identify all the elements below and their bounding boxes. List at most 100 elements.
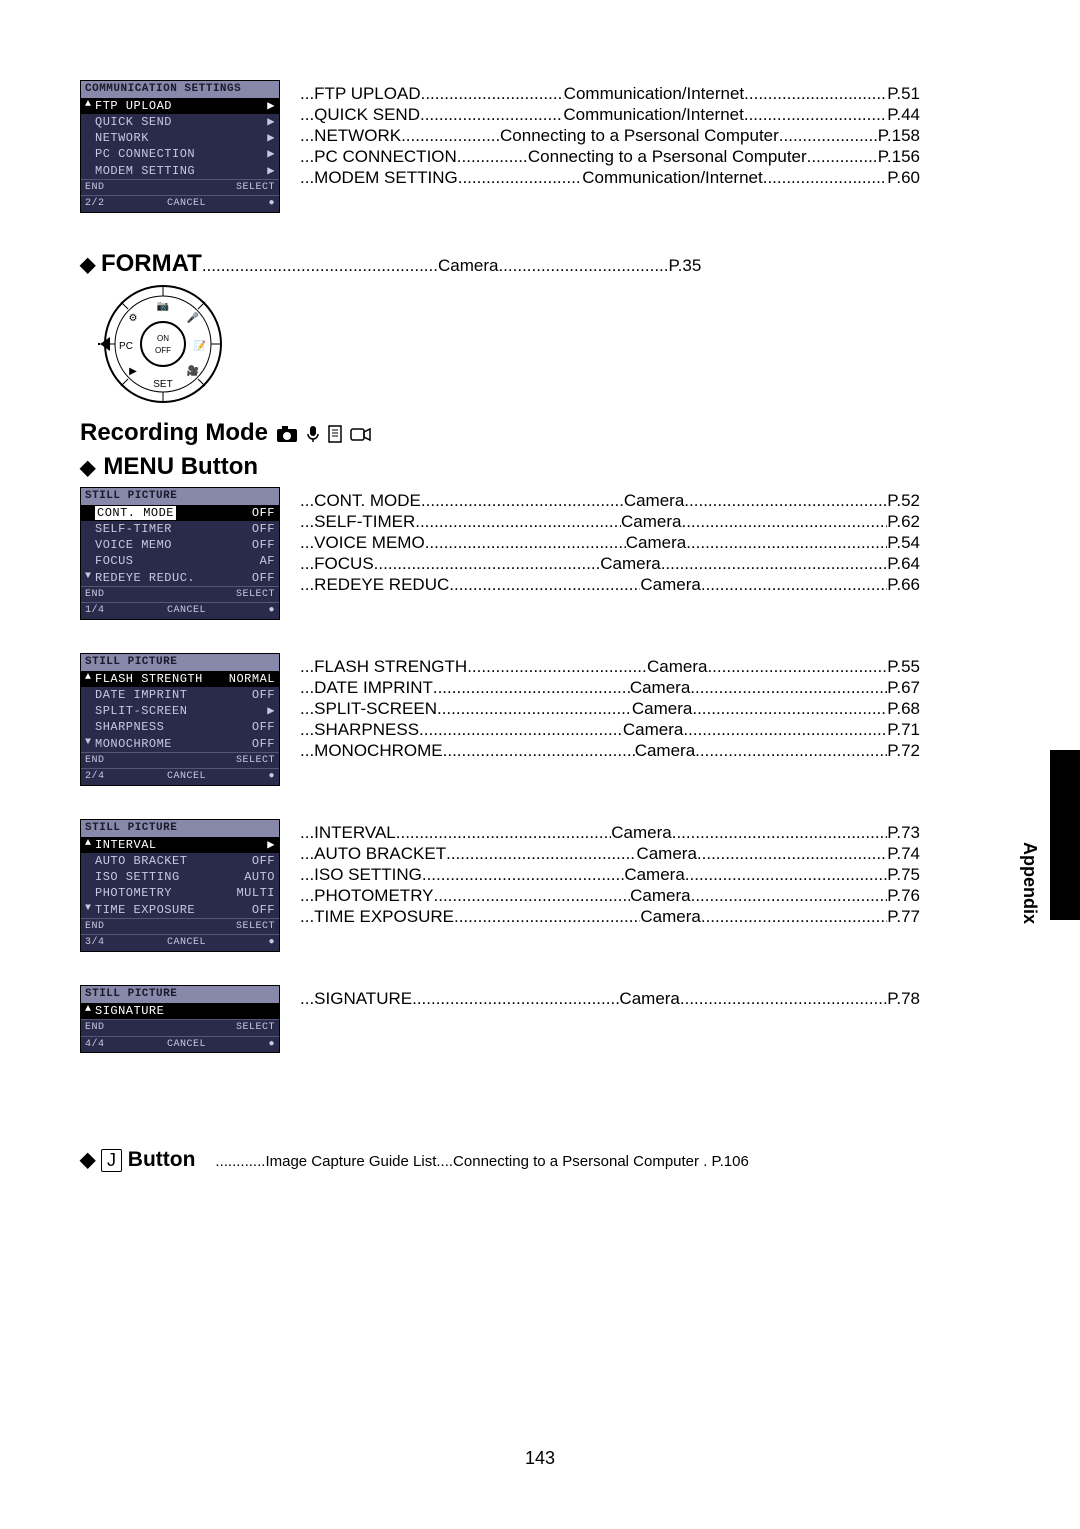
menu-button-label: MENU Button (103, 453, 258, 481)
lcd-still-picture-3: STILL PICTURE ▲INTERVAL▶AUTO BRACKETOFFI… (80, 819, 280, 952)
svg-text:PC: PC (119, 341, 133, 352)
svg-text:OFF: OFF (155, 346, 171, 355)
lcd-select: SELECT (236, 754, 275, 768)
lcd-title: STILL PICTURE (81, 654, 279, 671)
lcd-row: MODEM SETTING▶ (81, 163, 279, 179)
lcd-rows: ▲FTP UPLOAD▶QUICK SEND▶NETWORK▶PC CONNEC… (81, 98, 279, 179)
lcd-row: SELF-TIMEROFF (81, 521, 279, 537)
lcd-communication-settings: COMMUNICATION SETTINGS ▲FTP UPLOAD▶QUICK… (80, 80, 280, 213)
ref-row: ... SELF-TIMER .........................… (300, 512, 920, 533)
lcd-row: ISO SETTINGAUTO (81, 869, 279, 885)
lcd-select: SELECT (236, 920, 275, 934)
ref-row: ... FLASH STRENGTH .....................… (300, 657, 920, 678)
page-number: 143 (0, 1448, 1080, 1469)
lcd-page: 2/2 (85, 197, 105, 211)
manual-page: COMMUNICATION SETTINGS ▲FTP UPLOAD▶QUICK… (80, 80, 850, 1168)
ref-row: ... PHOTOMETRY .........................… (300, 886, 920, 907)
format-page: P.35 (669, 256, 702, 276)
ref-row: ... CONT. MODE .........................… (300, 491, 920, 512)
lcd-select: SELECT (236, 181, 275, 195)
ref-row: ... SIGNATURE ..........................… (300, 989, 920, 1010)
ref-row: ... MONOCHROME .........................… (300, 741, 920, 762)
refs-still-4: ... SIGNATURE ..........................… (300, 989, 920, 1010)
ref-row: ... FOCUS ..............................… (300, 554, 920, 575)
dots: .... (436, 1153, 453, 1170)
lcd-footer: END SELECT (81, 918, 279, 935)
lcd-row: ▲INTERVAL▶ (81, 837, 279, 853)
dots: ........................................… (202, 256, 438, 276)
j-name: Image Capture Guide List (265, 1153, 436, 1170)
lcd-footer2: 3/4 CANCEL ● (81, 934, 279, 951)
lcd-row: VOICE MEMOOFF (81, 537, 279, 553)
dots: . (699, 1153, 712, 1170)
lcd-title: STILL PICTURE (81, 820, 279, 837)
lcd-dot: ● (268, 936, 275, 950)
lcd-footer: END SELECT (81, 586, 279, 603)
ref-row: ... VOICE MEMO .........................… (300, 533, 920, 554)
lcd-end: END (85, 754, 105, 768)
ref-row: ... TIME EXPOSURE ......................… (300, 907, 920, 928)
refs-still-3: ... INTERVAL ...........................… (300, 823, 920, 928)
lcd-footer2: 2/4 CANCEL ● (81, 768, 279, 785)
ref-row: ... ISO SETTING ........................… (300, 865, 920, 886)
lcd-still-picture-2: STILL PICTURE ▲FLASH STRENGTHNORMALDATE … (80, 653, 280, 786)
svg-text:▶: ▶ (129, 366, 137, 377)
lcd-row: FOCUSAF (81, 553, 279, 569)
format-label: FORMAT (101, 250, 202, 278)
lcd-select: SELECT (236, 588, 275, 602)
lcd-row: SHARPNESSOFF (81, 719, 279, 735)
lcd-footer2: 4/4 CANCEL ● (81, 1036, 279, 1053)
lcd-cancel: CANCEL (167, 604, 206, 618)
diamond-bullet: ◆ (80, 455, 95, 480)
lcd-row: ▲SIGNATURE (81, 1003, 279, 1019)
j-key: J (101, 1149, 122, 1172)
lcd-footer: END SELECT (81, 179, 279, 196)
svg-text:ON: ON (157, 334, 169, 343)
lcd-title: COMMUNICATION SETTINGS (81, 81, 279, 98)
ref-row: ... SHARPNESS ..........................… (300, 720, 920, 741)
lcd-row: ▲FLASH STRENGTHNORMAL (81, 671, 279, 687)
svg-text:📝: 📝 (194, 339, 206, 352)
ref-row: ... INTERVAL ...........................… (300, 823, 920, 844)
lcd-cancel: CANCEL (167, 197, 206, 211)
lcd-footer: END SELECT (81, 1019, 279, 1036)
svg-text:📷: 📷 (157, 301, 169, 312)
recording-mode-heading: Recording Mode (80, 419, 850, 447)
lcd-dot: ● (268, 197, 275, 211)
ref-row: ... QUICK SEND .........................… (300, 105, 920, 126)
lcd-rows: ▲FLASH STRENGTHNORMALDATE IMPRINTOFFSPLI… (81, 671, 279, 752)
lcd-page: 2/4 (85, 770, 105, 784)
svg-text:🎥: 🎥 (187, 364, 199, 377)
ref-row: ... MODEM SETTING ......................… (300, 168, 920, 189)
appendix-tab (1050, 750, 1080, 920)
lcd-dot: ● (268, 1038, 275, 1052)
lcd-row: ▼REDEYE REDUC.OFF (81, 570, 279, 586)
lcd-page: 4/4 (85, 1038, 105, 1052)
lcd-cancel: CANCEL (167, 1038, 206, 1052)
j-button-label: Button (128, 1148, 196, 1172)
lcd-row: NETWORK▶ (81, 130, 279, 146)
refs-communication: ... FTP UPLOAD .........................… (300, 84, 920, 189)
lcd-footer2: 1/4 CANCEL ● (81, 602, 279, 619)
j-button-row: ◆ J Button ............ Image Capture Gu… (80, 1147, 850, 1168)
lcd-rows: ▲SIGNATURE (81, 1003, 279, 1019)
ref-row: ... FTP UPLOAD .........................… (300, 84, 920, 105)
lcd-row: SPLIT-SCREEN▶ (81, 703, 279, 719)
svg-text:SET: SET (153, 379, 172, 390)
lcd-row: DATE IMPRINTOFF (81, 687, 279, 703)
lcd-footer: END SELECT (81, 752, 279, 769)
lcd-row: ▲FTP UPLOAD▶ (81, 98, 279, 114)
lcd-rows: ▲INTERVAL▶AUTO BRACKETOFFISO SETTINGAUTO… (81, 837, 279, 918)
lcd-page: 3/4 (85, 936, 105, 950)
ref-row: ... NETWORK ............................… (300, 126, 920, 147)
lcd-row: PC CONNECTION▶ (81, 146, 279, 162)
lcd-still-picture-1: STILL PICTURE CONT. MODEOFFSELF-TIMEROFF… (80, 487, 280, 620)
svg-text:🎤: 🎤 (187, 311, 200, 324)
dots: .................................... (498, 256, 668, 276)
j-cat: Connecting to a Psersonal Computer (453, 1153, 699, 1170)
lcd-rows: CONT. MODEOFFSELF-TIMEROFFVOICE MEMOOFFF… (81, 505, 279, 586)
lcd-title: STILL PICTURE (81, 488, 279, 505)
lcd-cancel: CANCEL (167, 770, 206, 784)
lcd-dot: ● (268, 604, 275, 618)
lcd-footer2: 2/2 CANCEL ● (81, 195, 279, 212)
